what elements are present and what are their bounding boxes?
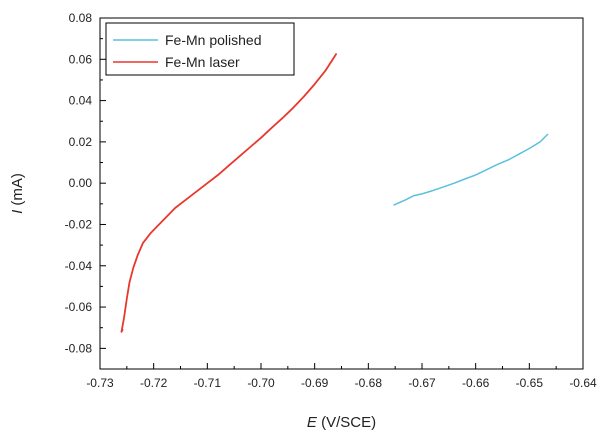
x-axis-title: E (V/SCE) xyxy=(307,414,376,431)
y-tick-label: 0.02 xyxy=(69,135,93,149)
y-tick-label: -0.08 xyxy=(65,341,93,355)
legend-box xyxy=(105,22,295,76)
y-tick-label: 0.06 xyxy=(69,52,93,66)
x-axis-title-symbol: E xyxy=(307,414,318,431)
legend-label-fe-mn-laser: Fe-Mn laser xyxy=(165,54,240,70)
y-axis-title-unit: (mA) xyxy=(9,173,26,210)
x-tick-label: -0.66 xyxy=(462,376,490,390)
y-axis-ticks: -0.08 -0.06 -0.04 -0.02 0.00 0.02 0.04 0.06 0.08 xyxy=(65,11,106,370)
legend-label-fe-mn-polished: Fe-Mn polished xyxy=(165,32,262,48)
legend: Fe-Mn polished Fe-Mn laser xyxy=(105,22,295,76)
series-line-fe-mn-laser xyxy=(120,53,338,333)
y-tick-label: -0.06 xyxy=(65,300,93,314)
y-tick-label: 0.08 xyxy=(69,11,93,25)
x-tick-label: -0.67 xyxy=(408,376,436,390)
x-tick-label: -0.71 xyxy=(194,376,222,390)
y-tick-label: 0.04 xyxy=(69,94,93,108)
y-tick-label: 0.00 xyxy=(69,176,93,190)
x-tick-label: -0.68 xyxy=(355,376,383,390)
y-axis-title: I (mA) xyxy=(9,173,26,214)
x-tick-label: -0.65 xyxy=(516,376,544,390)
y-tick-label: -0.04 xyxy=(65,259,93,273)
y-tick-label: -0.02 xyxy=(65,217,93,231)
series-layer xyxy=(120,53,549,333)
x-axis-ticks: -0.73 -0.72 -0.71 -0.70 -0.69 -0.68 -0.67 -0.66… xyxy=(86,363,597,390)
x-tick-label: -0.69 xyxy=(301,376,329,390)
x-tick-label: -0.73 xyxy=(86,376,114,390)
x-tick-label: -0.72 xyxy=(140,376,168,390)
x-axis-title-unit: (V/SCE) xyxy=(317,414,376,431)
x-tick-label: -0.70 xyxy=(247,376,275,390)
y-axis-title-symbol: I xyxy=(9,210,26,214)
series-line-fe-mn-polished xyxy=(393,133,549,206)
x-tick-label: -0.64 xyxy=(569,376,597,390)
